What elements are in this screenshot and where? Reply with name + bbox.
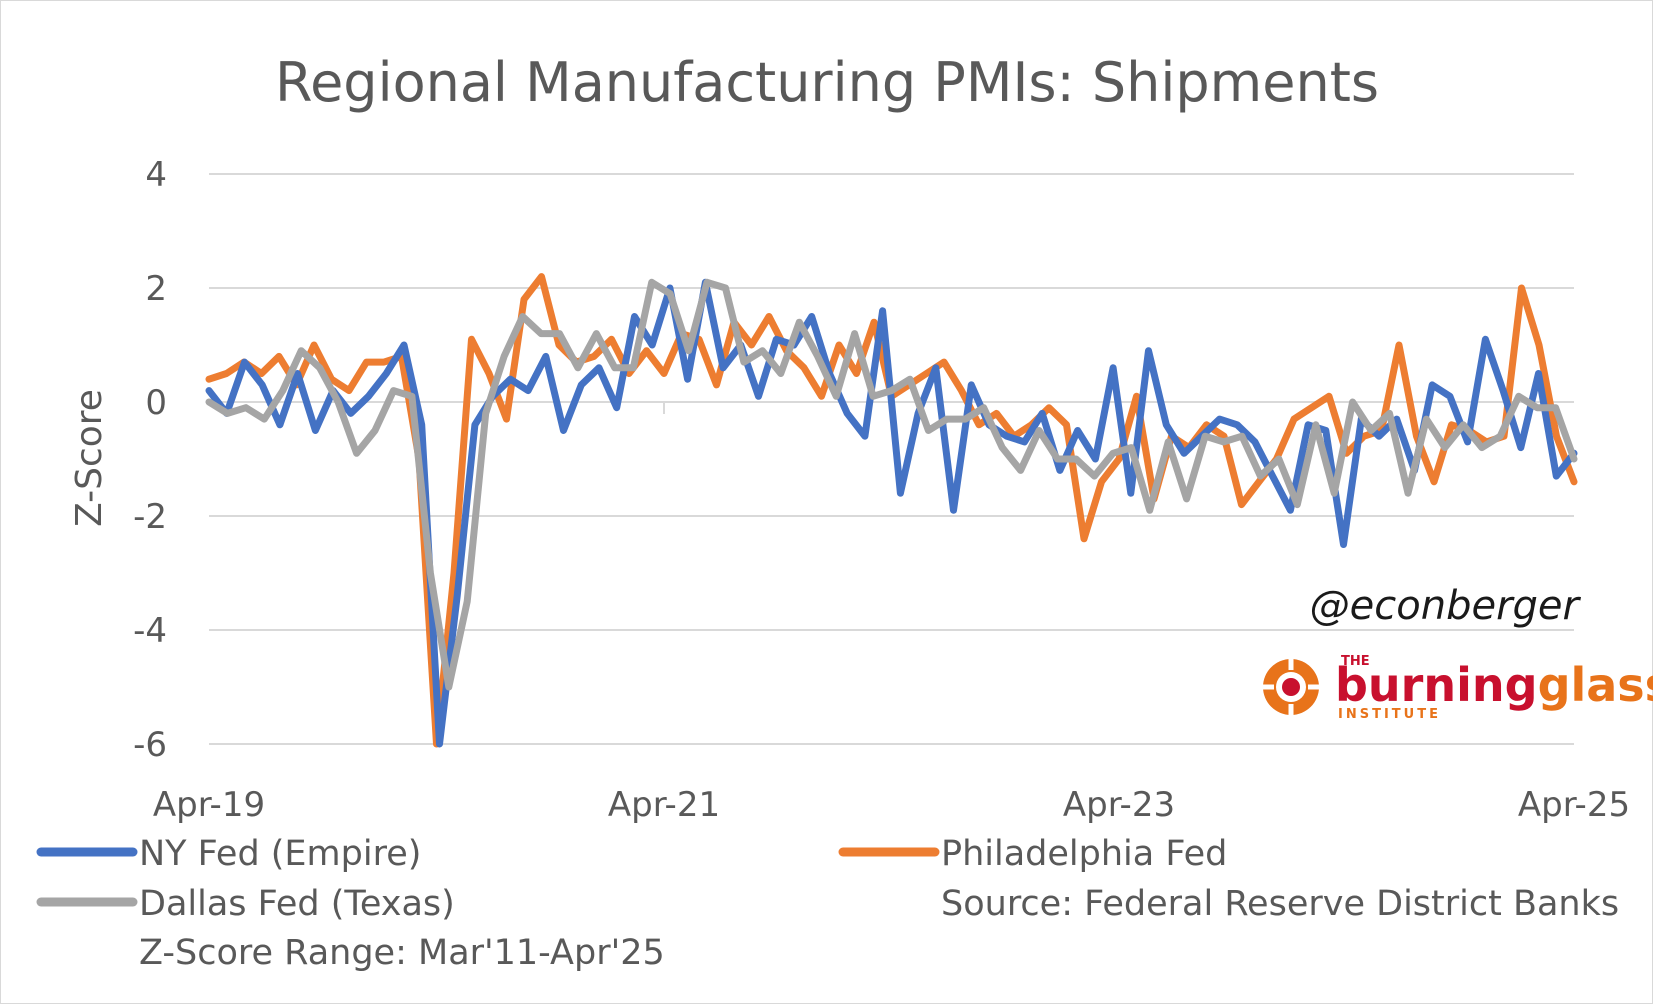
legend-label-philly: Philadelphia Fed — [941, 834, 1227, 874]
legend: NY Fed (Empire) Philadelphia Fed Dallas … — [36, 834, 1619, 973]
y-tick-label: 4 — [145, 155, 167, 195]
author-handle: @econberger — [1310, 583, 1582, 629]
source-note: Source: Federal Reserve District Banks — [941, 884, 1619, 924]
x-tick-label: Apr-19 — [153, 785, 265, 825]
logo-glass: glass — [1538, 658, 1653, 712]
legend-label-dallas: Dallas Fed (Texas) — [139, 884, 455, 924]
x-tick-labels: Apr-19 Apr-21 Apr-23 Apr-25 — [153, 785, 1630, 825]
x-tick-label: Apr-21 — [608, 785, 720, 825]
x-tick-label: Apr-23 — [1063, 785, 1175, 825]
y-tick-label: 0 — [145, 383, 167, 423]
logo-the: THE — [1341, 654, 1370, 669]
series-line-ny-fed-empire — [205, 278, 1578, 748]
series-lines — [205, 273, 1578, 748]
y-tick-label: -6 — [133, 725, 167, 765]
burning-glass-logo: THE burningglass INSTITUTE — [1262, 654, 1653, 722]
legend-label-ny: NY Fed (Empire) — [139, 834, 421, 874]
chart-title: Regional Manufacturing PMIs: Shipments — [275, 51, 1379, 114]
y-tick-label: -4 — [133, 611, 167, 651]
y-axis-title: Z-Score — [69, 389, 110, 527]
y-tick-label: 2 — [145, 269, 167, 309]
logo-wordmark: burningglass — [1335, 658, 1653, 712]
x-tick-label: Apr-25 — [1518, 785, 1630, 825]
sun-icon — [1262, 658, 1320, 716]
y-tick-labels: 4 2 0 -2 -4 -6 — [133, 155, 167, 765]
logo-burning: burning — [1335, 658, 1538, 712]
y-tick-label: -2 — [133, 497, 167, 537]
series-line-dallas-fed-texas — [205, 278, 1578, 691]
logo-institute: INSTITUTE — [1338, 707, 1441, 722]
range-note: Z-Score Range: Mar'11-Apr'25 — [139, 933, 665, 973]
